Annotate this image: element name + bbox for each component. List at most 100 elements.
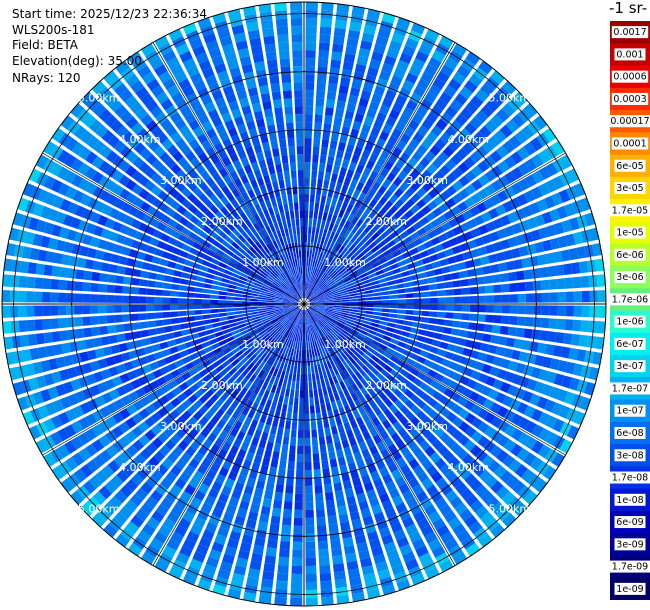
range-ring-label: 2.00km: [201, 379, 243, 392]
ray-cell: [320, 18, 333, 28]
ray-cell: [291, 557, 303, 566]
ray-cell: [449, 336, 459, 344]
ray-cell: [326, 369, 332, 379]
ray-cell: [522, 390, 534, 403]
ray-cell: [369, 208, 378, 219]
ray-cell: [180, 272, 190, 279]
ray-cell: [330, 132, 340, 142]
ray-cell: [184, 341, 194, 349]
ray-cell: [202, 304, 211, 309]
ray-cell: [388, 204, 399, 215]
ray-cell: [181, 187, 192, 198]
ray-cell: [467, 458, 480, 472]
ray-cell: [218, 261, 228, 269]
ray-cell: [497, 160, 510, 174]
ray-cell: [92, 102, 107, 117]
ray-cell: [393, 529, 406, 541]
ray-cell: [280, 66, 291, 76]
ray-cell: [253, 110, 264, 121]
ray-cell: [438, 202, 450, 213]
ray-cell: [286, 412, 292, 422]
ray-cell: [369, 152, 379, 163]
ray-cell: [471, 430, 483, 443]
ray-cell: [395, 94, 408, 106]
ray-cell: [490, 263, 500, 274]
ray-cell: [386, 373, 396, 383]
ray-cell: [189, 558, 203, 571]
ray-cell: [338, 268, 346, 275]
ray-cell: [332, 313, 341, 318]
nrays-label: NRays: 120: [12, 71, 81, 85]
ray-cell: [415, 50, 429, 63]
ray-cell: [36, 421, 49, 436]
ray-cell: [325, 301, 334, 303]
ray-cell: [61, 342, 71, 354]
ray-cell: [330, 466, 340, 476]
ray-cell: [332, 474, 341, 484]
ray-cell: [200, 94, 213, 106]
ray-cell: [517, 293, 526, 303]
ray-cell: [507, 236, 519, 248]
ray-cell: [162, 49, 177, 63]
ray-cell: [141, 337, 152, 347]
ray-cell: [99, 272, 109, 283]
ray-cell: [299, 309, 303, 318]
ray-cell: [288, 287, 295, 295]
ray-cell: [304, 234, 308, 243]
elevation-label: Elevation(deg): 35.00: [12, 54, 142, 68]
ray-cell: [458, 175, 470, 187]
ray-cell: [251, 436, 260, 447]
ray-cell: [59, 226, 70, 239]
ray-cell: [287, 288, 295, 295]
ray-cell: [273, 222, 280, 232]
ray-cell: [234, 293, 243, 298]
ray-cell: [466, 239, 477, 250]
ray-cell: [437, 297, 446, 304]
ray-cell: [314, 259, 318, 268]
ray-cell: [165, 105, 178, 118]
ray-cell: [151, 256, 162, 265]
ray-cell: [268, 408, 275, 418]
ray-cell: [273, 205, 280, 215]
ray-cell: [461, 304, 470, 312]
ray-cell: [311, 250, 315, 259]
ray-cell: [262, 100, 272, 111]
ray-cell: [256, 277, 265, 283]
ray-cell: [234, 314, 244, 319]
ray-cell: [428, 538, 442, 551]
ray-cell: [214, 62, 227, 74]
ray-cell: [272, 359, 279, 368]
ray-cell: [214, 160, 225, 171]
ray-cell: [377, 28, 391, 40]
ray-cell: [460, 279, 469, 287]
ray-cell: [559, 172, 572, 187]
ray-cell: [456, 234, 467, 244]
ray-cell: [285, 485, 294, 494]
ray-cell: [320, 146, 328, 156]
ray-cell: [507, 211, 519, 224]
ray-cell: [413, 237, 424, 247]
ray-cell: [330, 401, 338, 411]
ray-cell: [223, 269, 233, 276]
ray-cell: [279, 460, 287, 469]
ray-cell: [8, 227, 20, 242]
ray-cell: [361, 474, 372, 485]
ray-cell: [59, 198, 72, 212]
ray-cell: [305, 106, 314, 115]
ray-cell: [161, 457, 174, 470]
ray-cell: [365, 310, 374, 315]
ray-cell: [531, 153, 544, 168]
ray-cell: [568, 217, 580, 231]
ray-cell: [308, 293, 314, 300]
ray-cell: [292, 285, 297, 293]
ray-cell: [390, 165, 401, 176]
ray-cell: [290, 10, 303, 19]
ray-cell: [427, 229, 438, 239]
ray-cell: [292, 332, 297, 341]
ray-cell: [348, 243, 356, 252]
ray-cell: [178, 78, 192, 91]
ray-cell: [399, 265, 409, 272]
ray-cell: [308, 218, 313, 227]
ray-cell: [355, 181, 365, 192]
ray-cell: [304, 210, 309, 219]
